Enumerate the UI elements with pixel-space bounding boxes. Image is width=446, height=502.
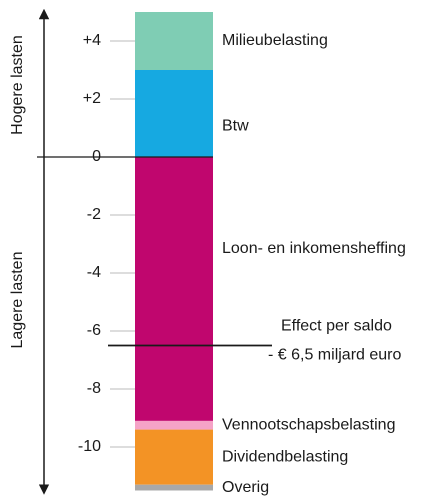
segment-label: Btw	[222, 118, 249, 135]
segment-label: Loon- en inkomensheffing	[222, 240, 406, 257]
segment-label: Vennootschapsbelasting	[222, 416, 395, 433]
bar-segment	[135, 12, 213, 70]
effect-value-label: - € 6,5 miljard euro	[268, 347, 401, 364]
y-tick-label: -8	[87, 380, 101, 397]
bar-segment	[135, 157, 213, 421]
y-tick-label: -4	[87, 264, 101, 281]
bar-segment	[135, 429, 213, 485]
segment-label: Overig	[222, 479, 269, 496]
bar-segment	[135, 420, 213, 430]
segment-label: Milieubelasting	[222, 32, 328, 49]
bar-segment	[135, 484, 213, 491]
segment-label: Dividendbelasting	[222, 448, 348, 465]
bar-segment	[135, 70, 213, 157]
axis-label-down: Lagere lasten	[9, 252, 26, 349]
y-tick-label: -6	[87, 322, 101, 339]
y-tick-label: -2	[87, 206, 101, 223]
y-tick-label: +4	[83, 32, 101, 49]
axis-label-up: Hogere lasten	[9, 35, 26, 135]
y-tick-label: +2	[83, 90, 101, 107]
effect-label: Effect per saldo	[281, 318, 392, 335]
y-tick-label: -10	[78, 438, 101, 455]
